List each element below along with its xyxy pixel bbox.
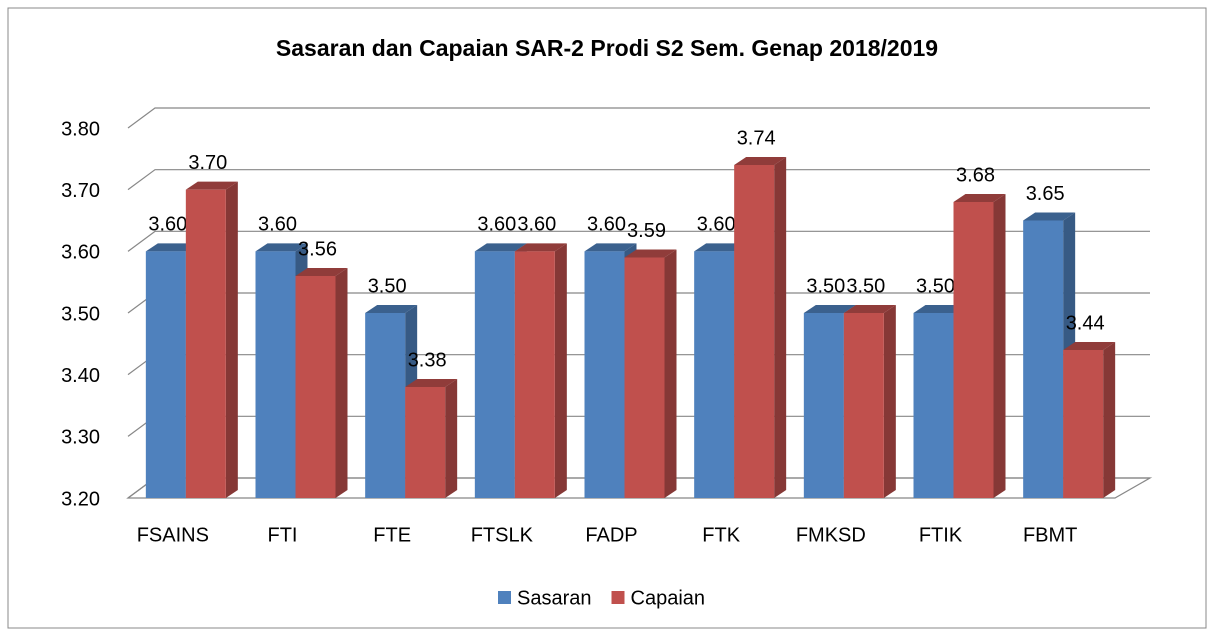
- bar-top: [295, 268, 348, 276]
- bar-top: [1023, 212, 1076, 221]
- bar: [694, 251, 735, 498]
- data-label: 3.50: [806, 275, 845, 297]
- bar: [1063, 350, 1104, 498]
- bar-top: [365, 305, 418, 313]
- bar: [185, 189, 226, 498]
- data-label: 3.60: [587, 214, 626, 236]
- data-label: 3.70: [188, 152, 227, 174]
- bar: [295, 276, 336, 498]
- bar-top: [514, 243, 567, 252]
- bar: [953, 202, 994, 498]
- legend-swatch: [498, 591, 511, 604]
- bar: [405, 387, 446, 498]
- bar: [255, 251, 296, 498]
- data-label: 3.60: [517, 214, 556, 236]
- chart-title: Sasaran dan Capaian SAR-2 Prodi S2 Sem. …: [276, 35, 938, 61]
- bar-top: [255, 243, 308, 252]
- bar: [474, 251, 515, 498]
- y-tick-label: 3.50: [61, 303, 100, 325]
- bar-top: [734, 157, 787, 165]
- legend-label: Capaian: [631, 587, 706, 609]
- x-tick-label: FTE: [373, 524, 411, 546]
- bar-side: [664, 249, 677, 498]
- x-tick-label: FTIK: [919, 524, 963, 546]
- bar-side: [993, 194, 1006, 498]
- data-label: 3.50: [368, 275, 407, 297]
- data-label: 3.60: [258, 214, 297, 236]
- bar-top: [624, 249, 677, 258]
- y-tick-label: 3.40: [61, 365, 100, 387]
- data-label: 3.44: [1066, 312, 1105, 334]
- data-label: 3.65: [1026, 183, 1065, 205]
- bar-side: [554, 243, 567, 498]
- y-tick-label: 3.80: [61, 118, 100, 140]
- data-label: 3.50: [916, 275, 955, 297]
- bar-side: [1103, 342, 1116, 498]
- x-tick-label: FMKSD: [796, 524, 866, 546]
- bar: [843, 313, 884, 498]
- grid-line: [127, 107, 1150, 129]
- data-label: 3.50: [846, 275, 885, 297]
- bar: [913, 313, 954, 498]
- bar: [624, 257, 665, 498]
- bar-side: [445, 379, 458, 498]
- x-tick-label: FTK: [702, 524, 740, 546]
- bar: [145, 251, 186, 498]
- bar: [514, 251, 555, 498]
- x-tick-label: FTSLK: [471, 524, 534, 546]
- grid-line: [127, 169, 1150, 191]
- bar: [584, 251, 625, 498]
- bar: [734, 165, 775, 498]
- bar: [365, 313, 406, 498]
- bar-side: [225, 181, 238, 498]
- bar: [803, 313, 844, 498]
- data-label: 3.60: [148, 214, 187, 236]
- bar-side: [883, 305, 896, 498]
- bar-side: [774, 157, 787, 498]
- bar-top: [843, 305, 896, 313]
- bar-side: [335, 268, 348, 498]
- data-label: 3.56: [298, 238, 337, 260]
- legend-swatch: [611, 591, 625, 604]
- x-tick-label: FTI: [268, 524, 298, 546]
- data-label: 3.68: [956, 164, 995, 186]
- x-tick-label: FADP: [585, 524, 637, 546]
- bar: [1023, 220, 1064, 498]
- legend-label: Sasaran: [517, 587, 592, 609]
- data-label: 3.74: [737, 127, 776, 149]
- bar-top: [474, 243, 527, 252]
- y-tick-label: 3.30: [61, 427, 100, 449]
- bar-top: [913, 305, 966, 313]
- y-tick-label: 3.20: [61, 488, 100, 510]
- bar-top: [1063, 342, 1116, 350]
- bar-top: [185, 181, 238, 190]
- y-tick-label: 3.70: [61, 180, 100, 202]
- data-label: 3.59: [627, 220, 666, 242]
- x-tick-label: FBMT: [1023, 524, 1077, 546]
- bar-top: [405, 379, 458, 387]
- bar-top: [953, 194, 1006, 202]
- data-label: 3.60: [477, 214, 516, 236]
- bar-top: [803, 305, 856, 313]
- y-tick-label: 3.60: [61, 242, 100, 264]
- bar-top: [145, 243, 198, 252]
- x-tick-label: FSAINS: [137, 524, 209, 546]
- grid-line: [127, 230, 1150, 252]
- data-label: 3.60: [697, 214, 736, 236]
- bar-top: [584, 243, 637, 252]
- data-label: 3.38: [408, 349, 447, 371]
- bar-top: [694, 243, 747, 252]
